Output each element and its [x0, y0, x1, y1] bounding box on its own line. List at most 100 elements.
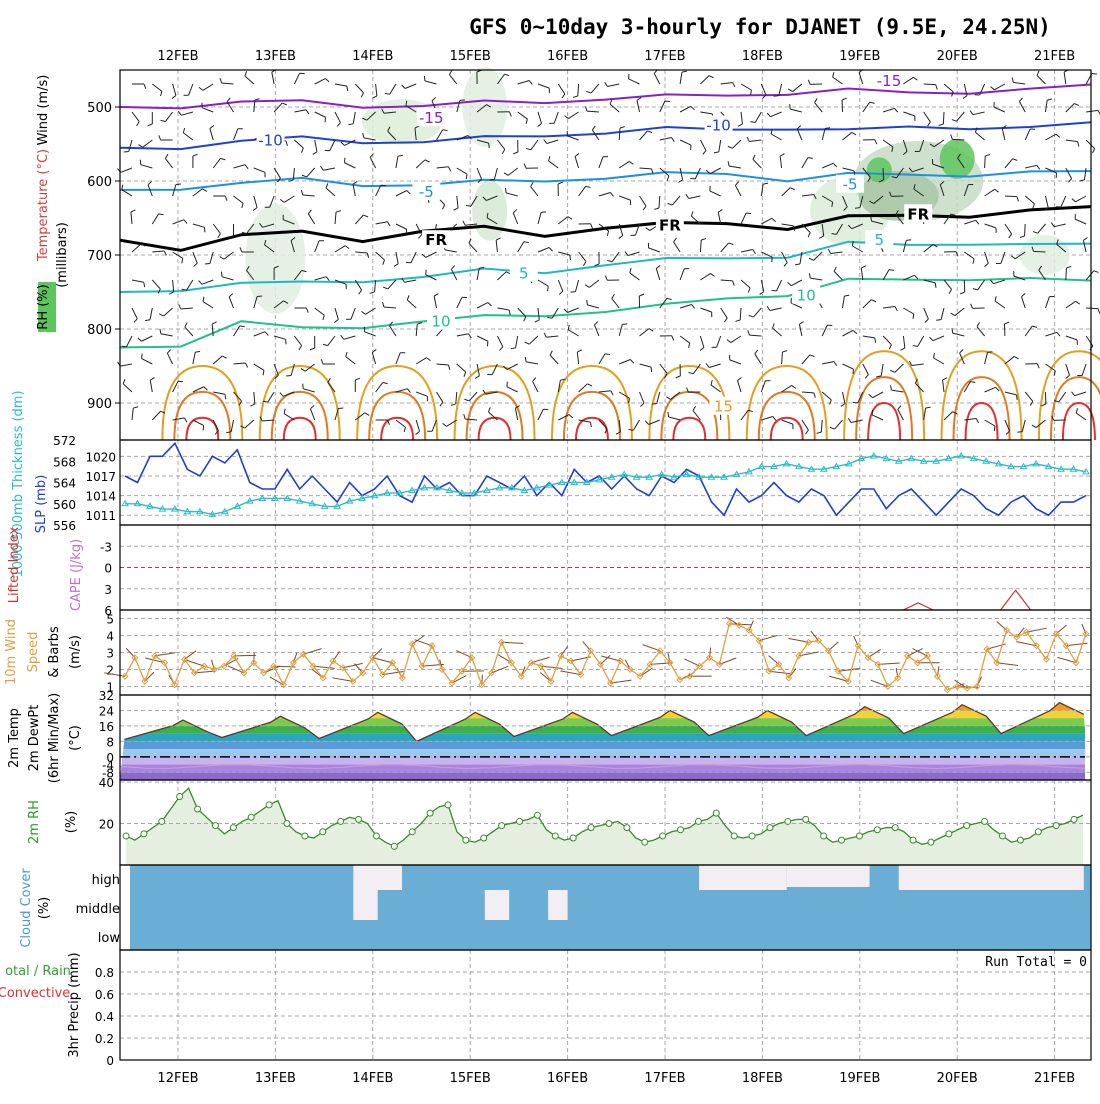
temp-tick-label: 16	[99, 720, 114, 734]
dewpoint-axis-label: 2m DewPt	[27, 705, 42, 772]
rh-2m-point	[302, 833, 308, 839]
rh-2m-point	[946, 831, 952, 837]
cloud-clear-gap	[353, 890, 377, 920]
bottom-date-tick-label: 14FEB	[352, 1071, 393, 1086]
slp-tick-label: 1011	[85, 509, 116, 523]
rh-2m-point	[874, 827, 880, 833]
wind-barb-flag	[142, 354, 143, 359]
rh-2m-point	[445, 802, 451, 808]
rh-2m-point	[892, 825, 898, 831]
rh-2m-point	[159, 818, 165, 824]
rh-2m-point	[266, 802, 272, 808]
bottom-date-tick-label: 13FEB	[255, 1071, 296, 1086]
temp-band	[120, 741, 1085, 749]
cloud-level-label: low	[98, 931, 121, 946]
panel-0: 500600700800900-15-15-10-10-5-5FRFRFR551…	[36, 67, 1100, 440]
rh-2m-point	[678, 827, 684, 833]
rh-2m-point	[230, 825, 236, 831]
rh-2m-point	[338, 818, 344, 824]
wind-barb-flag	[506, 188, 507, 193]
bottom-date-tick-label: 18FEB	[742, 1071, 783, 1086]
wind-barb-flag	[988, 352, 993, 353]
cloud-clear-gap	[548, 890, 567, 920]
wind-barb	[1066, 268, 1067, 280]
wind-barb-flag	[489, 180, 494, 181]
wind-barb-flag	[952, 328, 953, 333]
wind-barb-flag	[855, 208, 860, 209]
pressure-tick-label: 900	[87, 397, 112, 412]
wind-barb-flag	[622, 324, 627, 325]
temp-band	[120, 772, 1085, 780]
bottom-date-tick-label: 17FEB	[644, 1071, 685, 1086]
wind-barb-flag	[1017, 432, 1022, 433]
cloud-clear-gap	[353, 865, 402, 890]
contour-label: -15	[877, 72, 902, 90]
wind-barb	[943, 112, 944, 124]
temp-unit-label: (°C)	[68, 725, 83, 751]
temperature-axis-label: Temperature (°C)	[36, 149, 51, 262]
rh-2m-point	[373, 833, 379, 839]
pressure-tick-label: 800	[87, 323, 112, 338]
rh-2m-point	[803, 816, 809, 822]
precip-convective-label: Convective	[0, 986, 70, 1001]
rh-axis-label: RH (%)	[36, 284, 51, 329]
bottom-date-tick-label: 12FEB	[157, 1071, 198, 1086]
wind-barb-flag	[178, 381, 183, 382]
rh-2m-point	[123, 833, 129, 839]
temp-tick-label: 8	[106, 735, 114, 749]
thickness-tick-label: 572	[53, 434, 76, 448]
rh-unit-label: (%)	[64, 811, 79, 834]
wind-tick-label: 4	[106, 630, 114, 644]
top-date-tick-label: 21FEB	[1034, 49, 1075, 64]
slp-tick-label: 1017	[85, 470, 116, 484]
precip-tick-label: 0.4	[95, 1010, 114, 1024]
rh-2m-point	[1000, 833, 1006, 839]
minmax-axis-label: (6hr Min/Max)	[47, 693, 62, 783]
rh-2m-point	[195, 806, 201, 812]
rh-shading	[1020, 235, 1070, 275]
rh-2m-point	[749, 833, 755, 839]
rh-tick-label: 20	[99, 818, 114, 832]
wind-barb-flag	[652, 404, 657, 405]
rh-2m-point	[839, 837, 845, 843]
wind-barb-flag	[1094, 271, 1099, 273]
wind-barb-flag	[541, 212, 546, 213]
slp-axis-label: SLP (mb)	[34, 475, 49, 534]
contour-label: -5	[843, 176, 858, 194]
rh-2m-point	[624, 825, 630, 831]
rh-2m-point	[284, 821, 290, 827]
contour-label: -10	[706, 117, 731, 135]
wind-barb-flag	[122, 346, 127, 347]
rh-2m-point	[785, 818, 791, 824]
precip-tick-label: 0.6	[95, 988, 114, 1002]
wind-barb-flag	[489, 143, 490, 148]
contour-label: FR	[659, 216, 681, 234]
rh-2m-point	[427, 810, 433, 816]
precip-tick-label: 0.8	[95, 966, 114, 980]
wind-axis-label: Wind (m/s)	[36, 75, 51, 146]
contour-label: 5	[519, 265, 529, 283]
lifted-tick-label: 3	[104, 583, 112, 597]
top-date-tick-label: 19FEB	[839, 49, 880, 64]
rh-2m-point	[588, 825, 594, 831]
wind-barb-flag	[1092, 74, 1097, 75]
pressure-tick-label: 700	[87, 249, 112, 264]
rh-2m-point	[713, 810, 719, 816]
rh-2m-point	[141, 831, 147, 837]
thickness-tick-label: 564	[53, 477, 76, 491]
rh-2m-point	[481, 835, 487, 841]
wind-barb	[1086, 308, 1098, 309]
rh-2m-point	[552, 833, 558, 839]
rh-2m-point	[534, 812, 540, 818]
wind-barb-flag	[1093, 148, 1095, 153]
rh-2m-point	[606, 821, 612, 827]
contour-label: -15	[419, 109, 444, 127]
top-date-tick-label: 12FEB	[157, 49, 198, 64]
rh-shading	[245, 204, 305, 314]
top-date-tick-label: 13FEB	[255, 49, 296, 64]
rh-shading	[867, 157, 892, 182]
